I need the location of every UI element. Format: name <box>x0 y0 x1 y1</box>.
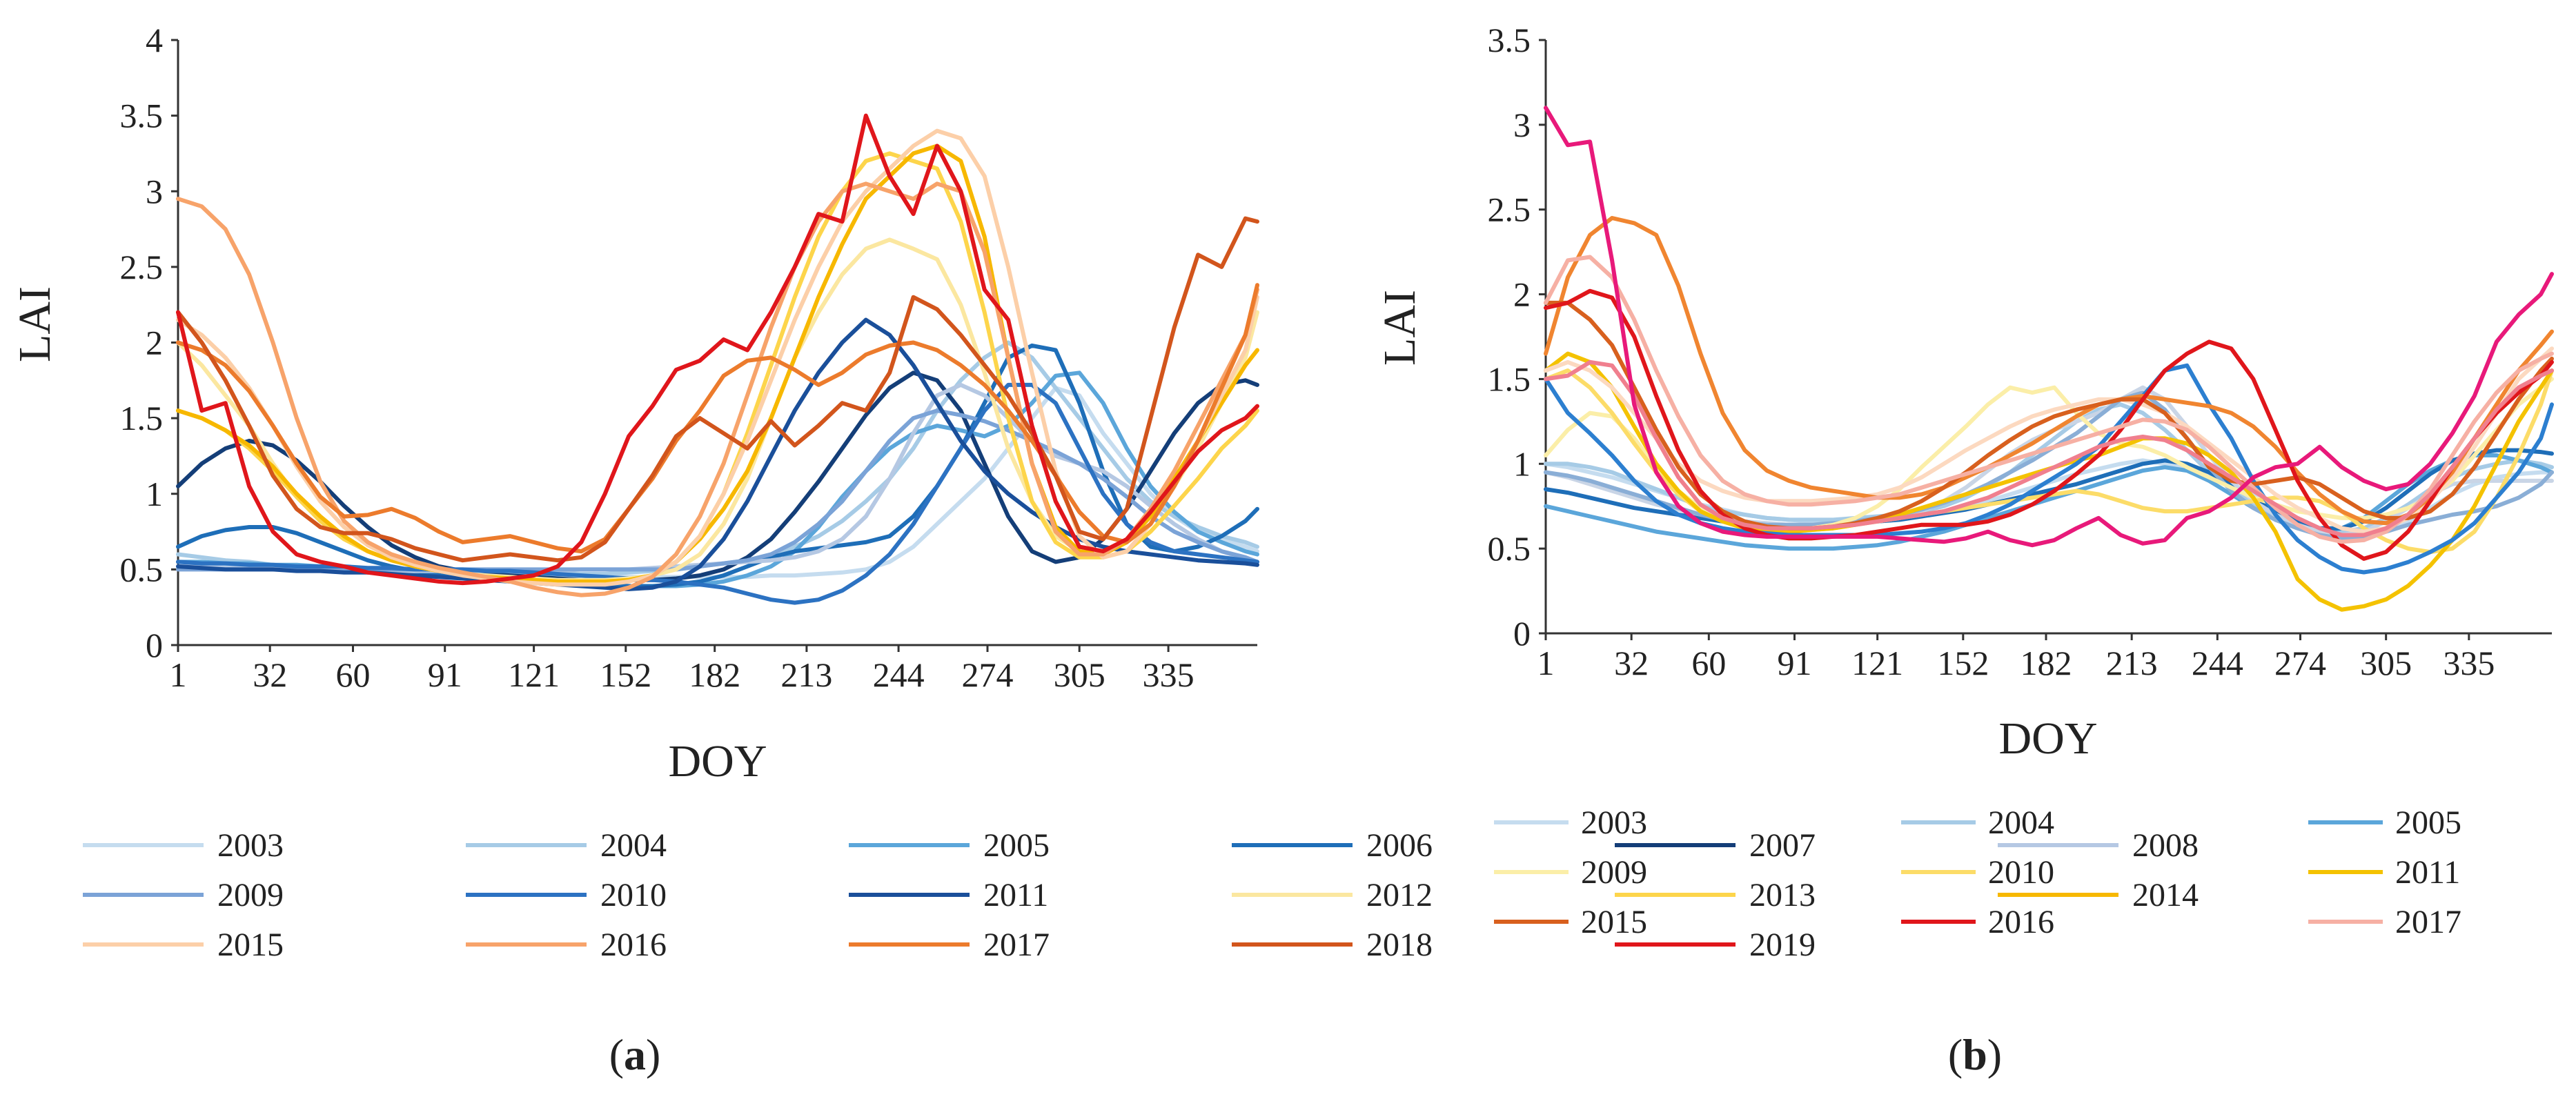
x-tick-label: 213 <box>2106 644 2158 682</box>
x-tick-label: 335 <box>1143 655 1194 694</box>
legend-entry-2009: 2009 <box>1581 854 1647 891</box>
x-tick-label: 182 <box>689 655 740 694</box>
series-line-2005 <box>1544 453 2554 551</box>
legend-entry-2006: 2006 <box>1366 827 1433 864</box>
x-tick-label: 121 <box>508 655 560 694</box>
series-line-2016 <box>1544 288 2554 561</box>
series-lines <box>1544 106 2554 612</box>
x-tick-label: 1 <box>1537 644 1555 682</box>
y-tick-label: 0 <box>146 626 163 664</box>
chart-panel-b: 0 0.5 1 1.5 2 2.5 3 3.5 1 32 60 91 121 152 182 213 244 27… <box>1375 21 2554 1079</box>
series-line-2013 <box>1544 363 2554 575</box>
legend-entry-2019: 2019 <box>1749 927 1816 963</box>
series-line-2018 <box>176 216 1259 563</box>
legend-entry-2017: 2017 <box>983 927 1050 963</box>
legend-entry-2005: 2005 <box>983 827 1050 864</box>
y-tick-label: 0 <box>1513 614 1531 653</box>
y-tick-label: 2.5 <box>1488 190 1531 229</box>
x-tick-label: 32 <box>253 655 287 694</box>
series-line-2006 <box>176 343 1259 588</box>
x-tick-label: 91 <box>428 655 462 694</box>
y-tick-label: 1 <box>146 475 163 513</box>
x-axis-title: DOY <box>1999 713 2098 764</box>
y-tick-label: 3 <box>1513 106 1531 144</box>
y-tick-label: 1.5 <box>120 399 164 437</box>
legend-entry-2007: 2007 <box>1749 827 1816 864</box>
x-tick-label: 305 <box>1054 655 1105 694</box>
x-tick-label: 91 <box>1777 644 1811 682</box>
legend-entry-2003: 2003 <box>1581 804 1647 841</box>
x-tick-label: 244 <box>2192 644 2243 682</box>
x-tick-label: 152 <box>600 655 651 694</box>
y-tick-label: 3.5 <box>1488 21 1531 59</box>
x-tick-label: 182 <box>2020 644 2072 682</box>
legend-entry-2009: 2009 <box>217 877 284 913</box>
x-tick-label: 244 <box>873 655 925 694</box>
legend-entry-2010: 2010 <box>1988 854 2054 891</box>
y-tick-label: 4 <box>146 21 163 59</box>
x-tick-label: 32 <box>1614 644 1649 682</box>
x-tick-label: 335 <box>2443 644 2495 682</box>
series-line-2015 <box>176 128 1259 587</box>
panel-label: (b) <box>1948 1030 2002 1079</box>
x-tick-label: 60 <box>336 655 371 694</box>
series-line-2014 <box>1544 216 2554 526</box>
x-tick-label: 213 <box>780 655 832 694</box>
x-tick-label: 274 <box>962 655 1014 694</box>
y-tick-label: 2 <box>146 324 163 362</box>
panel-label: (a) <box>609 1030 661 1079</box>
y-tick-label: 3.5 <box>120 97 164 135</box>
y-axis-title: LAI <box>1375 290 1425 366</box>
x-tick-label: 305 <box>2360 644 2412 682</box>
legend-entry-2003: 2003 <box>217 827 284 864</box>
series-lines <box>176 113 1259 605</box>
series-line-2017 <box>176 283 1259 554</box>
y-axis-title: LAI <box>10 286 60 362</box>
x-tick-label: 152 <box>1937 644 1989 682</box>
x-tick-label: 121 <box>1851 644 1903 682</box>
series-line-2018 <box>1544 359 2554 537</box>
legend-entry-2004: 2004 <box>600 827 667 864</box>
legend-entry-2016: 2016 <box>600 927 667 963</box>
legend-entry-2010: 2010 <box>600 877 667 913</box>
legend-entry-2004: 2004 <box>1988 804 2054 841</box>
legend-entry-2012: 2012 <box>1366 877 1433 913</box>
y-tick-label: 0.5 <box>120 550 164 588</box>
series-line-2010 <box>176 382 1259 605</box>
x-axis-title: DOY <box>669 736 767 787</box>
y-tick-label: 2 <box>1513 275 1531 314</box>
legend-entry-2011: 2011 <box>983 877 1048 913</box>
y-tick-label: 1 <box>1513 444 1531 483</box>
series-line-2019 <box>1544 106 2554 548</box>
legend: 2003 2004 2005 2006 2007 2008 2009 2010 2011 2012… <box>83 827 2199 963</box>
legend-entry-2005: 2005 <box>2395 804 2461 841</box>
legend-entry-2015: 2015 <box>217 927 284 963</box>
chart-panel-a: 00.511.522.533.541 32 60 91 121 152 182 213 244 2… <box>10 21 2199 1079</box>
series-line-2004 <box>176 340 1259 576</box>
legend-entry-2018: 2018 <box>1366 927 1433 963</box>
y-tick-label: 1.5 <box>1488 359 1531 398</box>
legend-entry-2017: 2017 <box>2395 904 2461 940</box>
legend-entry-2011: 2011 <box>2395 854 2460 891</box>
x-tick-label: 60 <box>1691 644 1726 682</box>
legend: 2003200420052006200720082009201020112012… <box>1494 804 2461 940</box>
legend-entry-2014: 2014 <box>2132 877 2199 913</box>
legend-entry-2013: 2013 <box>1749 877 1816 913</box>
x-tick-label: 1 <box>170 655 187 694</box>
legend-entry-2015: 2015 <box>1581 904 1647 940</box>
y-tick-label: 2.5 <box>120 248 164 286</box>
series-line-2019 <box>176 113 1259 586</box>
y-tick-label: 3 <box>146 172 163 210</box>
legend-entry-2016: 2016 <box>1988 904 2054 940</box>
x-tick-label: 274 <box>2274 644 2326 682</box>
y-tick-label: 0.5 <box>1488 529 1531 568</box>
legend-entry-2008: 2008 <box>2132 827 2199 864</box>
